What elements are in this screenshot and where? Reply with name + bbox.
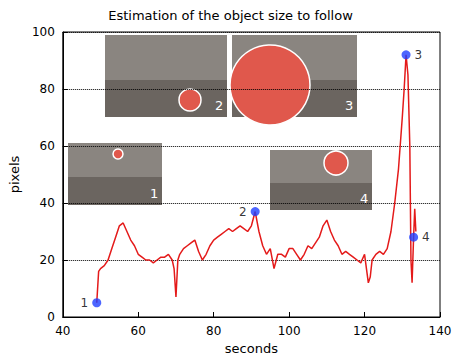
svg-text:pixels: pixels	[7, 156, 22, 194]
svg-text:60: 60	[40, 139, 55, 153]
svg-text:60: 60	[131, 324, 146, 338]
svg-text:40: 40	[40, 196, 55, 210]
svg-text:140: 140	[429, 324, 452, 338]
svg-text:1: 1	[81, 296, 89, 310]
svg-text:20: 20	[40, 253, 55, 267]
svg-text:4: 4	[360, 191, 369, 206]
svg-text:100: 100	[278, 324, 301, 338]
svg-text:120: 120	[353, 324, 376, 338]
svg-text:40: 40	[55, 324, 70, 338]
svg-text:seconds: seconds	[225, 341, 278, 356]
svg-text:0: 0	[47, 310, 55, 324]
svg-text:2: 2	[239, 205, 247, 219]
svg-text:2: 2	[215, 98, 223, 113]
svg-text:80: 80	[206, 324, 221, 338]
svg-text:3: 3	[415, 48, 423, 62]
svg-text:4: 4	[422, 230, 430, 244]
svg-text:3: 3	[345, 98, 353, 113]
svg-text:100: 100	[32, 25, 55, 39]
svg-text:1: 1	[150, 186, 158, 201]
svg-text:Estimation of the object size: Estimation of the object size to follow	[108, 8, 353, 23]
svg-text:80: 80	[40, 82, 55, 96]
